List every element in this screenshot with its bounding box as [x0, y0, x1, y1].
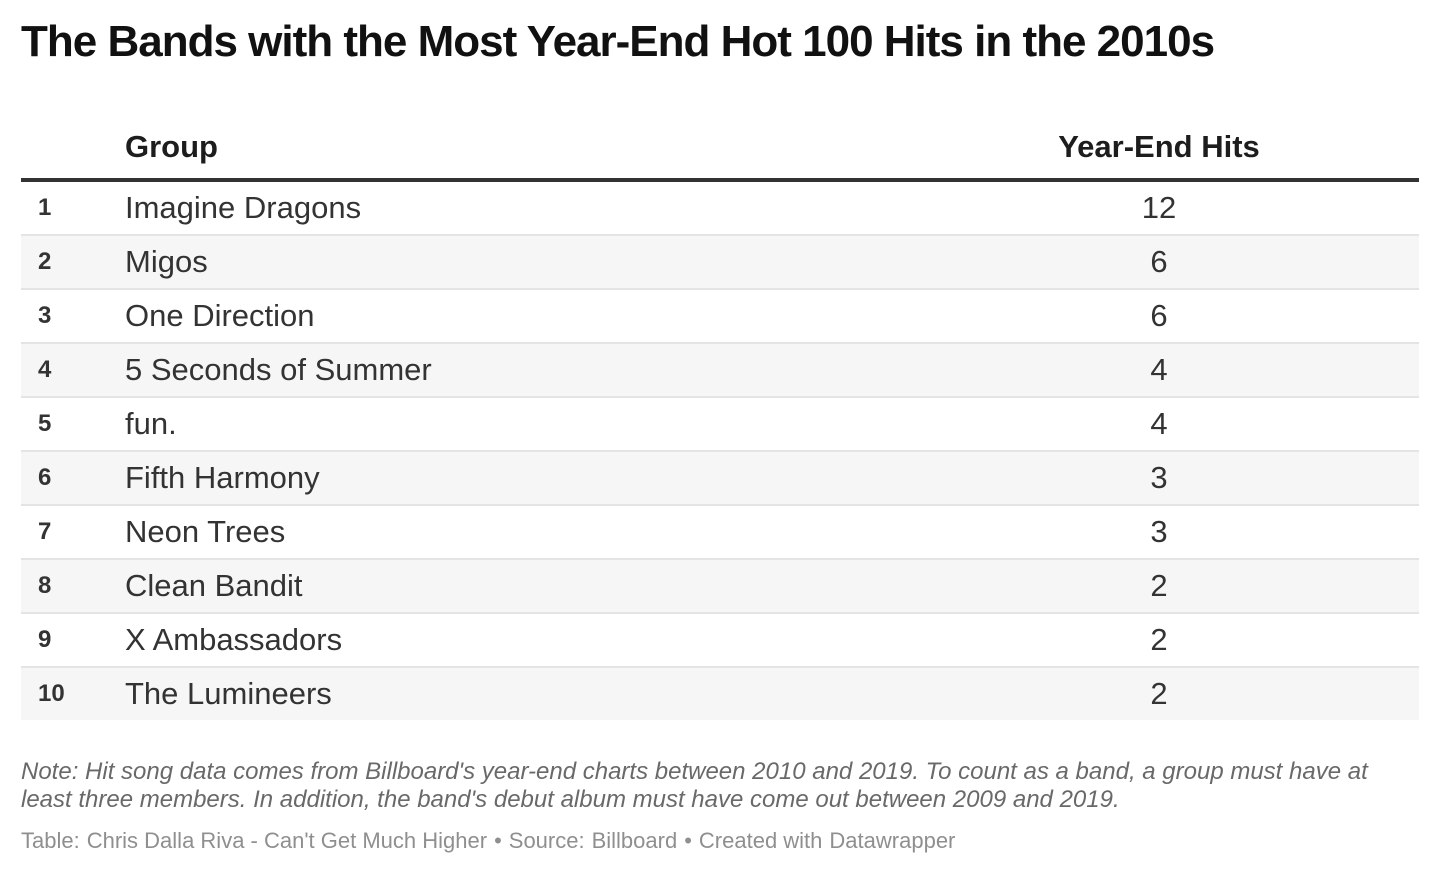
column-header-hits: Year-End Hits — [899, 68, 1419, 182]
hits-cell: 4 — [899, 342, 1419, 397]
hits-cell: 4 — [899, 396, 1419, 451]
table-row: 1 Imagine Dragons 12 — [21, 180, 1419, 235]
attribution-source-link[interactable]: Billboard — [591, 828, 678, 853]
hits-cell: 2 — [899, 558, 1419, 613]
group-cell: Imagine Dragons — [125, 190, 362, 225]
table-row: 5 fun. 4 — [21, 396, 1419, 451]
table-note: Note: Hit song data comes from Billboard… — [21, 758, 1368, 813]
table-row: 4 5 Seconds of Summer 4 — [21, 342, 1419, 397]
group-cell: One Direction — [125, 288, 899, 343]
hits-cell: 2 — [899, 612, 1419, 667]
table-row: 6 Fifth Harmony 3 — [21, 450, 1419, 505]
column-header-group: Group — [125, 68, 899, 182]
rank-cell: 2 — [21, 234, 125, 289]
rank-cell: 10 — [21, 666, 125, 720]
hits-cell: 6 — [899, 288, 1419, 343]
group-cell: Migos — [125, 234, 899, 289]
group-cell: Clean Bandit — [125, 558, 899, 613]
table-row: 3 One Direction 6 — [21, 288, 1419, 343]
rank-cell: 7 — [21, 504, 125, 559]
rank-cell: 3 — [21, 288, 125, 343]
attribution-table-label: Table: — [21, 828, 80, 853]
attribution-line: Table: Chris Dalla Riva - Can't Get Much… — [21, 828, 1419, 854]
table-header-row: Group Year-End Hits — [21, 68, 1419, 182]
group-cell: The Lumineers — [125, 666, 899, 720]
attribution-table-author-link[interactable]: Chris Dalla Riva - Can't Get Much Higher — [86, 828, 488, 853]
hits-cell: 3 — [899, 450, 1419, 505]
group-cell: X Ambassadors — [125, 612, 899, 667]
table-row: 8 Clean Bandit 2 — [21, 558, 1419, 613]
attribution-source-label: Source: — [508, 828, 585, 853]
table-row: 9 X Ambassadors 2 — [21, 612, 1419, 667]
group-cell: 5 Seconds of Summer — [125, 342, 899, 397]
bands-table: Group Year-End Hits 1 Imagine Dragons 12… — [21, 68, 1419, 720]
page-title: The Bands with the Most Year-End Hot 100… — [21, 17, 1215, 66]
table-row: 7 Neon Trees 3 — [21, 504, 1419, 559]
bullet-separator: • — [494, 828, 502, 853]
table-row: 10 The Lumineers 2 — [21, 666, 1419, 720]
rank-cell: 4 — [21, 342, 125, 397]
bullet-separator: • — [684, 828, 692, 853]
hits-cell: 3 — [899, 504, 1419, 559]
rank-cell: 5 — [21, 396, 125, 451]
rank-cell: 1 — [38, 194, 52, 221]
group-cell: Neon Trees — [125, 504, 899, 559]
hits-cell: 6 — [899, 234, 1419, 289]
rank-cell: 8 — [21, 558, 125, 613]
hits-cell: 12 — [1141, 190, 1177, 225]
group-cell: fun. — [125, 396, 899, 451]
attribution-datawrapper-link[interactable]: Datawrapper — [829, 828, 956, 853]
rank-cell: 9 — [21, 612, 125, 667]
group-cell: Fifth Harmony — [125, 450, 899, 505]
table-row: 2 Migos 6 — [21, 234, 1419, 289]
hits-cell: 2 — [899, 666, 1419, 720]
rank-cell: 6 — [21, 450, 125, 505]
column-header-rank — [21, 68, 125, 182]
attribution-created-label: Created with — [698, 828, 823, 853]
